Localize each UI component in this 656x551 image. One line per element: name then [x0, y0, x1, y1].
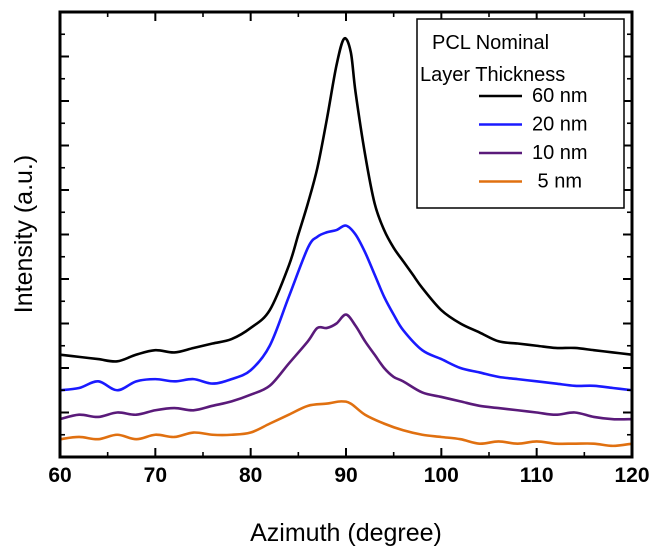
series-line-20-nm [58, 224, 634, 392]
legend-title-line-1: PCL Nominal [432, 32, 549, 54]
x-tick-label-80: 80 [239, 464, 262, 487]
legend-label-20-nm: 20 nm [532, 114, 588, 136]
x-tick-label-60: 60 [48, 464, 71, 487]
tick-layer: 60 70 80 90 100 110 120 [48, 12, 650, 487]
series-line-5-nm [58, 400, 634, 448]
legend-label-5-nm: 5 nm [532, 171, 582, 193]
x-tick-label-70: 70 [144, 464, 167, 487]
legend: PCL Nominal Layer Thickness 60 nm 20 nm 10… [416, 18, 625, 209]
x-tick-label-100: 100 [424, 464, 459, 487]
legend-box [416, 18, 625, 209]
x-tick-label-110: 110 [520, 464, 554, 487]
x-tick-label-90: 90 [334, 464, 357, 487]
series-line-60-nm [58, 36, 634, 363]
x-tick-label-120: 120 [614, 464, 649, 487]
legend-label-10-nm: 10 nm [532, 142, 588, 164]
series-line-10-nm [58, 313, 634, 421]
series-layer [58, 36, 634, 448]
legend-label-60-nm: 60 nm [532, 85, 588, 107]
x-axis-title: Azimuth (degree) [250, 519, 442, 547]
legend-title-line-2: Layer Thickness [420, 64, 565, 86]
y-axis-title: Intensity (a.u.) [10, 155, 38, 313]
legend-entries: 60 nm 20 nm 10 nm 5 nm [479, 85, 588, 193]
